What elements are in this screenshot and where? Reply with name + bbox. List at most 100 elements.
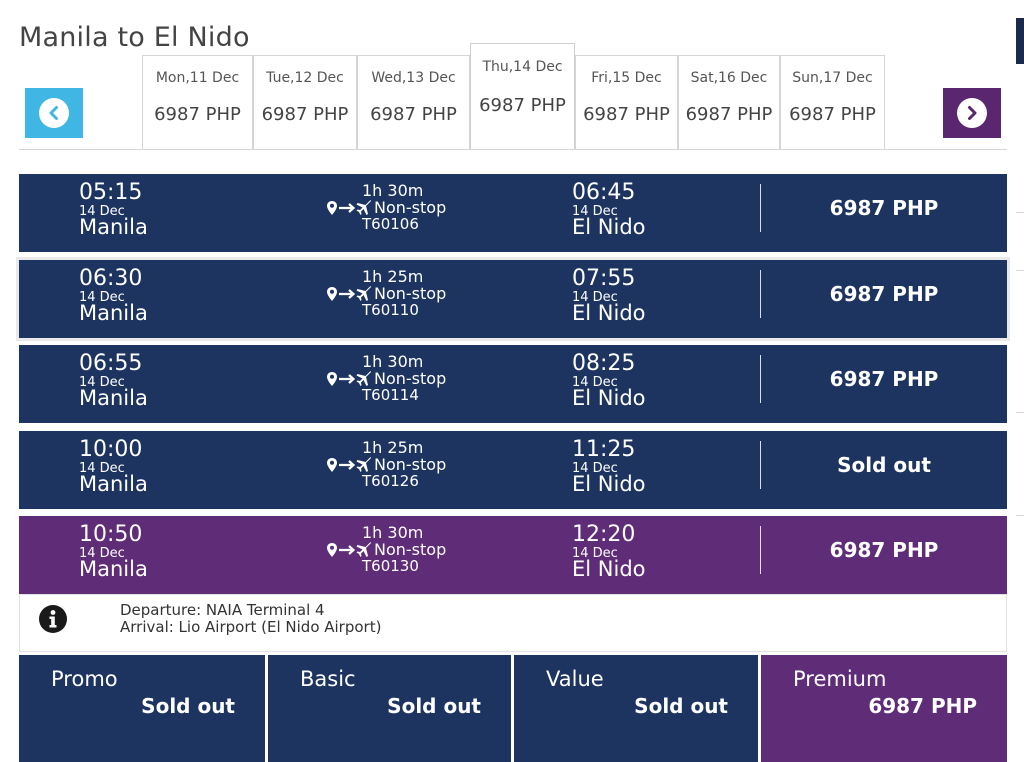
date-tab-price: 6987 PHP [789,104,876,125]
fare-card-value[interactable]: Value Sold out [514,655,758,762]
row-divider [760,441,761,489]
date-tab[interactable]: Sun,17 Dec 6987 PHP [780,55,885,149]
flight-row[interactable]: 05:15 14 Dec Manila 1h 30m Non-stop T601… [19,174,1007,252]
flight-price[interactable]: 6987 PHP [829,196,939,220]
date-tab-day: Sat,16 Dec [690,70,768,86]
location-pin-icon [327,201,337,215]
location-pin-icon [327,543,337,557]
arrow-right-icon [339,289,356,299]
arrival-date: 14 Dec [572,461,618,476]
arrow-right-icon [339,203,356,213]
arrival-city: El Nido [572,557,646,581]
flight-code: T60106 [362,215,419,233]
flight-code: T60110 [362,301,419,319]
flight-code: T60130 [362,557,419,575]
flight-price[interactable]: 6987 PHP [829,282,939,306]
date-tab[interactable]: Mon,11 Dec 6987 PHP [142,55,253,149]
arrival-cell: 08:25 14 Dec El Nido [572,353,646,409]
date-tab[interactable]: Wed,13 Dec 6987 PHP [357,55,470,149]
arrival-cell: 12:20 14 Dec El Nido [572,524,646,580]
flight-stops: Non-stop [374,284,447,303]
arrival-airport: Arrival: Lio Airport (El Nido Airport) [120,618,382,636]
arrival-city: El Nido [572,301,646,325]
page-title: Manila to El Nido [19,22,250,54]
departure-time: 05:15 [79,180,143,205]
edge-divider [1016,515,1024,516]
date-tab-day: Mon,11 Dec [155,70,240,86]
date-tab-price: 6987 PHP [583,104,670,125]
flight-info-cell: 1h 30m Non-stop T60130 [326,525,446,574]
prev-dates-button[interactable] [25,88,83,138]
flight-stops: Non-stop [374,198,447,217]
fare-price: 6987 PHP [868,694,977,718]
edge-divider [1016,212,1024,213]
date-tab[interactable]: Tue,12 Dec 6987 PHP [253,55,357,149]
airplane-icon [356,286,371,301]
arrow-right-icon [339,374,356,384]
location-pin-icon [327,458,337,472]
arrival-date: 14 Dec [572,375,618,390]
chevron-left-icon [39,98,69,128]
fare-card-basic[interactable]: Basic Sold out [268,655,511,762]
flight-duration: 1h 25m [362,267,424,286]
flight-code: T60126 [362,472,419,490]
edge-divider [1016,412,1024,413]
date-tab[interactable]: Sat,16 Dec 6987 PHP [678,55,780,149]
flight-row[interactable]: 10:00 14 Dec Manila 1h 25m Non-stop T601… [19,431,1007,509]
date-tab-price: 6987 PHP [154,104,241,125]
arrival-time: 06:45 [572,180,636,205]
flight-row-selected[interactable]: 10:50 14 Dec Manila 1h 30m Non-stop T601… [19,516,1007,594]
flight-duration: 1h 25m [362,438,424,457]
date-tab[interactable]: Fri,15 Dec 6987 PHP [575,55,678,149]
chevron-right-icon [957,98,987,128]
departure-city: Manila [79,557,148,581]
flight-info-cell: 1h 25m Non-stop T60126 [326,440,446,489]
arrival-city: El Nido [572,386,646,410]
flight-row[interactable]: 06:30 14 Dec Manila 1h 25m Non-stop T601… [19,260,1007,338]
flight-stops: Non-stop [374,540,447,559]
flight-stops: Non-stop [374,455,447,474]
airplane-icon [356,542,371,557]
tabs-divider [19,149,1007,150]
arrow-right-icon [339,545,356,555]
departure-city: Manila [79,472,148,496]
flight-duration: 1h 30m [362,181,424,200]
flight-duration: 1h 30m [362,523,424,542]
airport-info-panel: Departure: NAIA Terminal 4 Arrival: Lio … [19,594,1007,652]
arrival-city: El Nido [572,215,646,239]
departure-cell: 06:30 14 Dec Manila [79,268,148,324]
location-pin-icon [327,287,337,301]
row-divider [760,355,761,403]
airplane-icon [356,457,371,472]
fare-card-premium[interactable]: Premium 6987 PHP [761,655,1007,762]
location-pin-icon [327,372,337,386]
airplane-icon [356,371,371,386]
date-tab-price: 6987 PHP [261,104,349,125]
flight-price[interactable]: 6987 PHP [829,367,939,391]
departure-time: 10:00 [79,437,143,462]
fare-name: Premium [793,667,887,691]
departure-time: 10:50 [79,522,143,547]
date-tab-day: Fri,15 Dec [591,70,662,86]
departure-terminal: Departure: NAIA Terminal 4 [120,601,325,619]
next-dates-button[interactable] [943,88,1001,138]
arrow-right-icon [339,460,356,470]
departure-date: 14 Dec [79,375,125,390]
flight-price[interactable]: 6987 PHP [829,538,939,562]
date-tab-day: Sun,17 Dec [792,70,873,86]
departure-cell: 06:55 14 Dec Manila [79,353,148,409]
departure-date: 14 Dec [79,461,125,476]
row-divider [760,526,761,574]
date-tab-day: Thu,14 Dec [482,59,563,75]
edge-scrollbar-mark [1016,18,1024,64]
fare-status: Sold out [634,694,728,718]
arrival-time: 07:55 [572,266,636,291]
fare-card-promo[interactable]: Promo Sold out [19,655,265,762]
departure-time: 06:30 [79,266,143,291]
date-tab-day: Tue,12 Dec [266,70,344,86]
flight-row[interactable]: 06:55 14 Dec Manila 1h 30m Non-stop T601… [19,345,1007,423]
date-tab-price: 6987 PHP [479,95,566,116]
info-icon [39,605,67,633]
edge-divider [1016,270,1024,271]
date-tab-active[interactable]: Thu,14 Dec 6987 PHP [470,43,575,150]
